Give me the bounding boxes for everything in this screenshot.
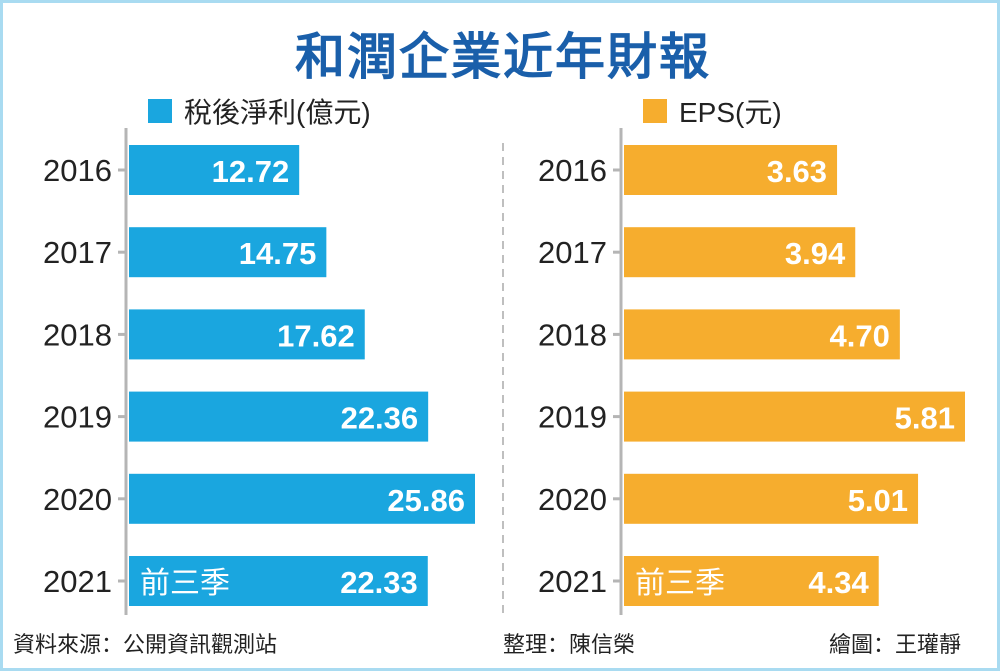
bar-value-label: 25.86 xyxy=(387,483,465,518)
bar xyxy=(129,473,475,524)
bar-value-label: 12.72 xyxy=(212,154,290,189)
bar xyxy=(624,145,838,195)
bar xyxy=(624,473,919,524)
bar-value-label: 14.75 xyxy=(239,236,317,271)
y-tick-label: 2017 xyxy=(538,235,607,270)
editor-note: 整理：陳信榮 xyxy=(503,632,636,657)
y-tick-label: 2017 xyxy=(43,235,112,270)
bar-value-label: 17.62 xyxy=(277,318,355,353)
bar xyxy=(129,145,300,195)
legend-label: 稅後淨利(億元) xyxy=(184,97,371,128)
bar-value-label: 5.81 xyxy=(895,401,955,436)
bar xyxy=(624,391,965,442)
y-tick-label: 2016 xyxy=(538,153,607,188)
bar xyxy=(129,227,327,278)
bar xyxy=(129,556,428,606)
bar xyxy=(129,309,365,360)
legend-net-income: 稅後淨利(億元) xyxy=(148,91,371,131)
bar-value-label: 4.34 xyxy=(808,565,869,600)
y-tick-label: 2020 xyxy=(538,482,607,517)
legend-swatch-blue xyxy=(148,99,172,123)
bar-value-label: 4.70 xyxy=(830,318,890,353)
y-tick-label: 2021 xyxy=(538,564,607,599)
y-tick-label: 2018 xyxy=(43,317,112,352)
legend-eps: EPS(元) xyxy=(643,91,782,131)
bar-value-label: 5.01 xyxy=(848,483,908,518)
legend-label: EPS(元) xyxy=(679,97,782,128)
bar-annotation: 前三季 xyxy=(140,567,230,600)
graphic-note: 繪圖：王瓘靜 xyxy=(829,632,962,657)
y-tick-label: 2019 xyxy=(43,400,112,435)
y-tick-label: 2020 xyxy=(43,482,112,517)
bar xyxy=(624,556,879,606)
y-tick-label: 2019 xyxy=(538,400,607,435)
bar-annotation: 前三季 xyxy=(635,567,725,600)
y-tick-label: 2018 xyxy=(538,317,607,352)
bar-value-label: 3.63 xyxy=(767,154,827,189)
chart-title: 和潤企業近年財報 xyxy=(295,29,711,85)
source-note: 資料來源：公開資訊觀測站 xyxy=(13,632,278,657)
bar-value-label: 22.36 xyxy=(341,401,419,436)
bar-charts: 2016 12.72 2017 14.75 2018 17.62 2019 22.36 2020… xyxy=(43,128,965,615)
bar xyxy=(624,227,856,278)
legend-swatch-orange xyxy=(643,99,667,123)
bar-value-label: 22.33 xyxy=(340,565,418,600)
bar xyxy=(129,391,429,442)
bar-value-label: 3.94 xyxy=(785,236,846,271)
bar xyxy=(624,309,900,360)
y-tick-label: 2016 xyxy=(43,153,112,188)
y-tick-label: 2021 xyxy=(43,564,112,599)
